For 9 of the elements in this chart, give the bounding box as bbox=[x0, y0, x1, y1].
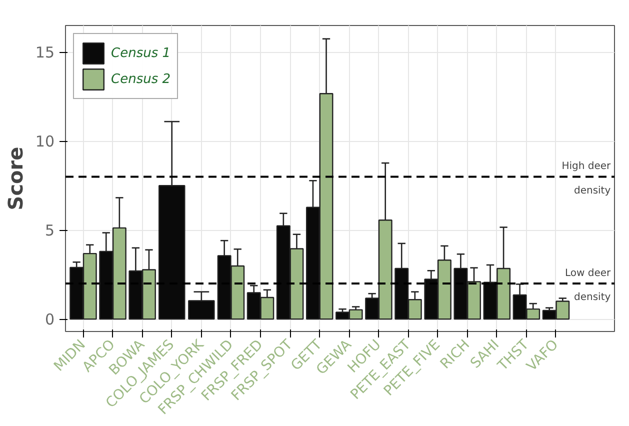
y-axis-title: Score bbox=[3, 146, 28, 210]
y-tick-label: 10 bbox=[35, 132, 55, 151]
legend-label: Census 1 bbox=[111, 46, 171, 60]
y-tick-label: 0 bbox=[44, 310, 55, 329]
text: Low deer density bbox=[565, 268, 611, 304]
legend-label: Census 2 bbox=[111, 72, 171, 86]
y-tick-label: 15 bbox=[35, 44, 55, 62]
y-tick-label: 5 bbox=[44, 222, 55, 240]
text: High deer density bbox=[562, 161, 611, 196]
